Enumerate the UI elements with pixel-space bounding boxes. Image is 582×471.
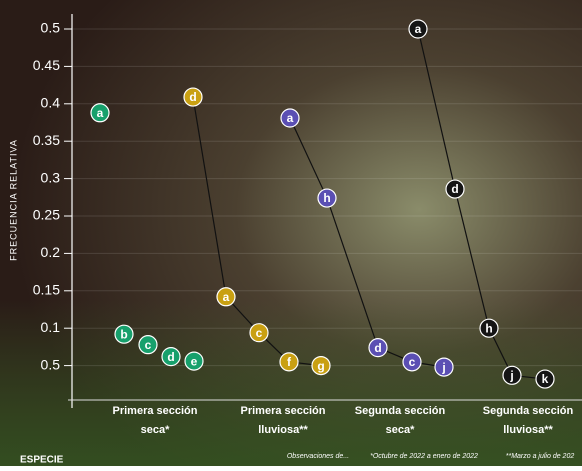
point-label: d [189, 90, 196, 104]
point-label: h [485, 321, 492, 335]
point-label: b [120, 327, 127, 341]
x-tick-label: lluviosa** [503, 424, 553, 436]
y-tick-label: 0.35 [33, 132, 60, 148]
point-label: c [256, 326, 263, 340]
y-tick-label: 0.3 [41, 169, 61, 185]
x-tick-label: Segunda sección [483, 405, 574, 417]
point [434, 357, 454, 377]
point-label: j [509, 368, 513, 382]
y-tick-label: 0.15 [33, 282, 60, 298]
point [184, 351, 204, 371]
point-label: a [223, 290, 230, 304]
point-label: a [97, 106, 104, 120]
point-label: g [317, 359, 324, 373]
point-label: f [287, 355, 292, 369]
point [502, 365, 522, 385]
point [183, 87, 203, 107]
point [402, 352, 422, 372]
point [535, 369, 555, 389]
point [90, 103, 110, 123]
footnote: *Octubre de 2022 a enero de 2022 [370, 453, 478, 460]
footnote: **Marzo a julio de 202 [506, 453, 575, 460]
x-tick-label: lluviosa** [258, 424, 308, 436]
footnote: Observaciones de... [287, 453, 349, 460]
point [249, 323, 269, 343]
point-label: k [542, 372, 549, 386]
x-tick-label: Primera sección [241, 405, 326, 417]
y-tick-label: 0.45 [33, 57, 60, 73]
point-label: c [409, 355, 416, 369]
point-label: j [441, 360, 445, 374]
point [216, 287, 236, 307]
point [311, 356, 331, 376]
y-tick-label: 0.4 [41, 95, 61, 111]
point [368, 338, 388, 358]
point-label: a [415, 22, 422, 36]
point [114, 324, 134, 344]
y-tick-label: 0.25 [33, 207, 60, 223]
point-label: d [374, 341, 381, 355]
x-tick-label: Segunda sección [355, 405, 446, 417]
point [408, 19, 428, 39]
x-tick-label: Primera sección [113, 405, 198, 417]
point-label: a [287, 111, 294, 125]
x-tick-label: seca* [141, 424, 170, 436]
y-tick-label: 0.5 [41, 356, 61, 372]
point [279, 352, 299, 372]
x-tick-label: seca* [386, 424, 415, 436]
y-axis-title: FRECUENCIA RELATIVA [8, 139, 18, 261]
point [445, 179, 465, 199]
point-label: d [167, 350, 174, 364]
point [161, 347, 181, 367]
point-label: e [191, 354, 198, 368]
y-tick-label: 0.2 [41, 244, 61, 260]
point-label: d [451, 182, 458, 196]
y-tick-label: 0.1 [41, 319, 61, 335]
footer: ESPECIE [20, 455, 64, 466]
point [317, 188, 337, 208]
point-label: c [145, 338, 152, 352]
y-tick-label: 0.5 [41, 20, 61, 36]
point-label: h [323, 191, 330, 205]
point [479, 318, 499, 338]
point [138, 335, 158, 355]
point [280, 108, 300, 128]
